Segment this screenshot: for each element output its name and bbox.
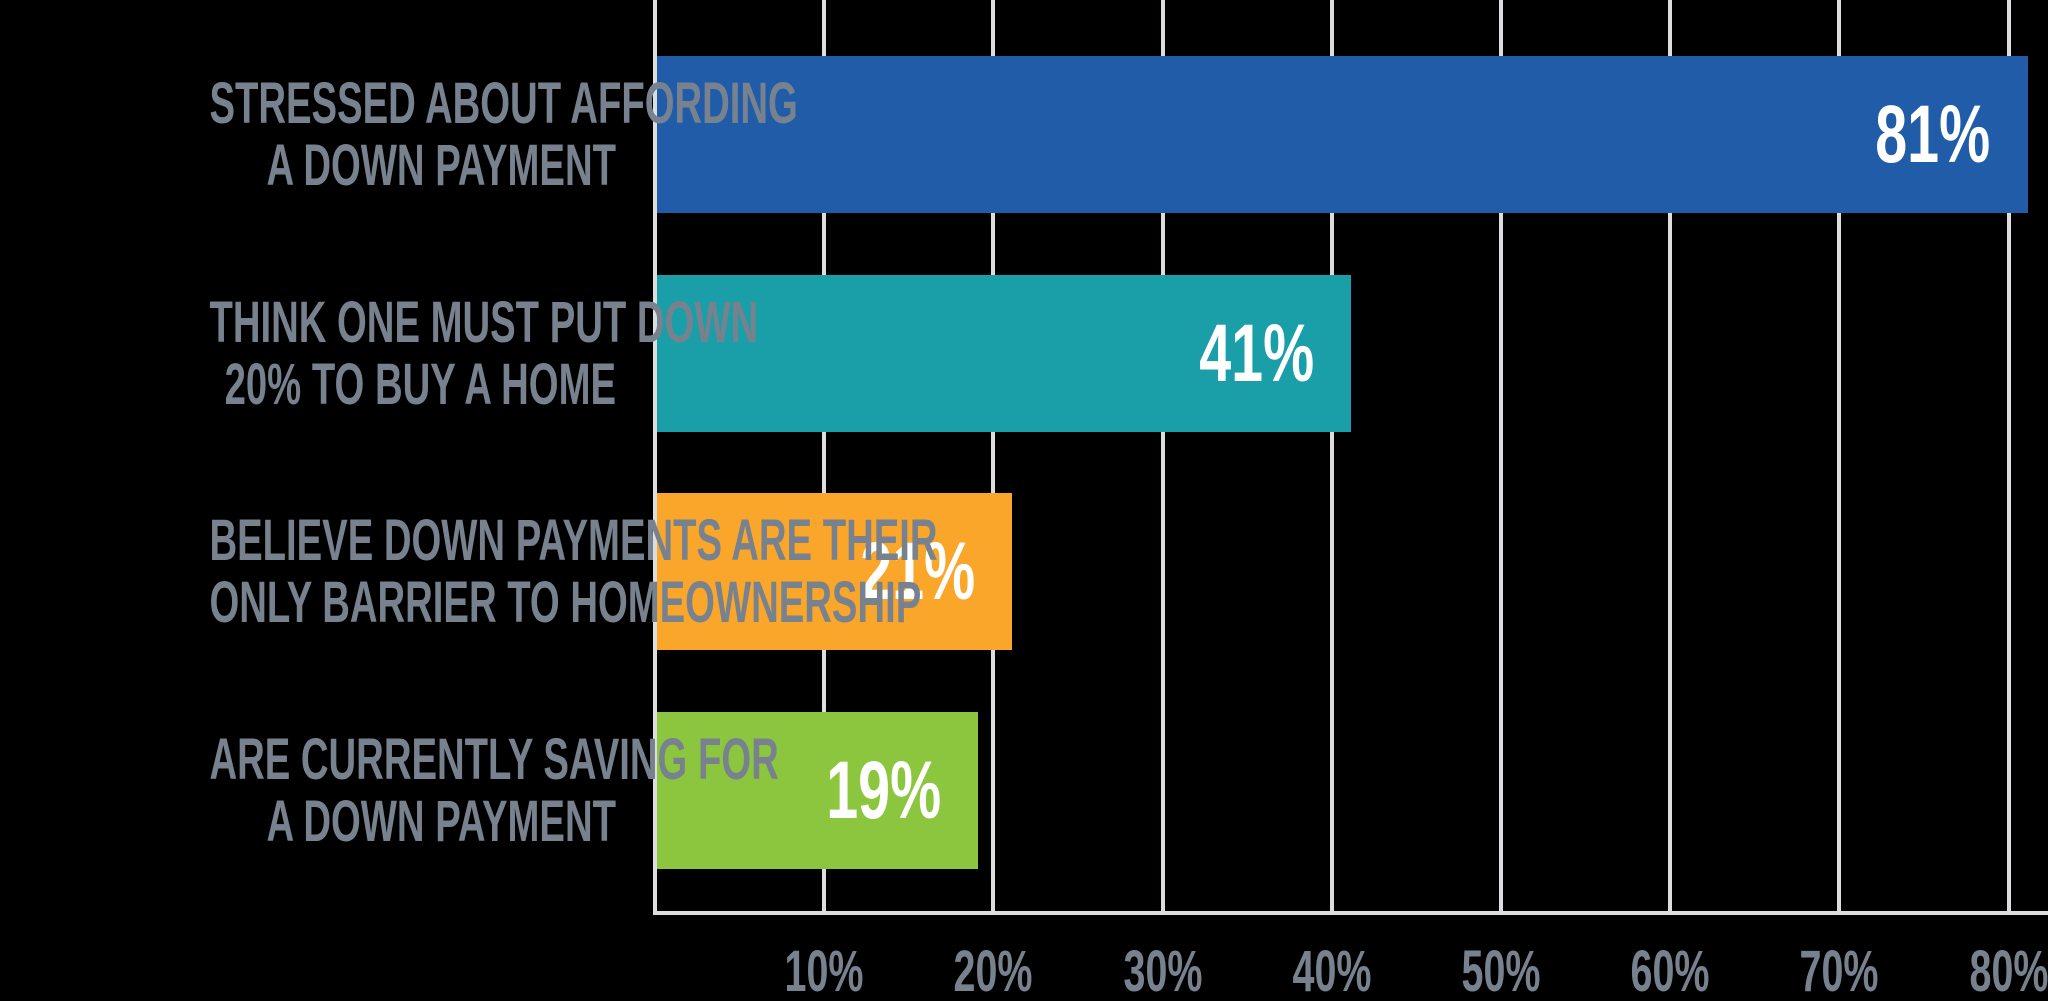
bar-down-payments-only-barrier-to-homeownership: 21% <box>657 493 1013 650</box>
category-label-line: 20% TO BUY A HOME <box>224 351 616 417</box>
x-tick-label-80pct: 80% <box>1969 939 2048 1001</box>
x-tick-label-60pct: 60% <box>1630 939 1710 1001</box>
gridline-10pct <box>822 0 827 913</box>
bar-stressed-about-affording-a-down-payment: 81% <box>657 56 2028 213</box>
gridline-70pct <box>1837 0 1842 913</box>
x-tick-label-10pct: 10% <box>784 939 864 1001</box>
bar-value-label: 19% <box>826 744 942 836</box>
x-tick-label-50pct: 50% <box>1461 939 1541 1001</box>
gridline-20pct <box>991 0 996 913</box>
bar-value-label: 81% <box>1875 88 1991 180</box>
x-axis-line <box>653 911 2048 915</box>
bar-currently-saving-for-a-down-payment: 19% <box>657 712 979 869</box>
bar-think-one-must-put-down-20-percent: 41% <box>657 275 1351 432</box>
x-tick-label-30pct: 30% <box>1123 939 1203 1001</box>
x-tick-label-40pct: 40% <box>1292 939 1372 1001</box>
gridline-40pct <box>1329 0 1334 913</box>
bar-value-label: 41% <box>1198 307 1314 399</box>
bar-value-label: 21% <box>860 525 976 617</box>
gridline-60pct <box>1668 0 1673 913</box>
category-label-line: A DOWN PAYMENT <box>266 788 616 854</box>
gridline-30pct <box>1160 0 1165 913</box>
category-label-think-one-must-put-down-20-percent: THINK ONE MUST PUT DOWN 20% TO BUY A HOME <box>209 291 758 417</box>
gridline-50pct <box>1499 0 1503 913</box>
category-label-line: A DOWN PAYMENT <box>266 132 616 198</box>
y-axis-line <box>653 0 657 913</box>
x-tick-label-20pct: 20% <box>953 939 1033 1001</box>
x-tick-label-70pct: 70% <box>1799 939 1879 1001</box>
gridline-80pct <box>2006 0 2011 913</box>
